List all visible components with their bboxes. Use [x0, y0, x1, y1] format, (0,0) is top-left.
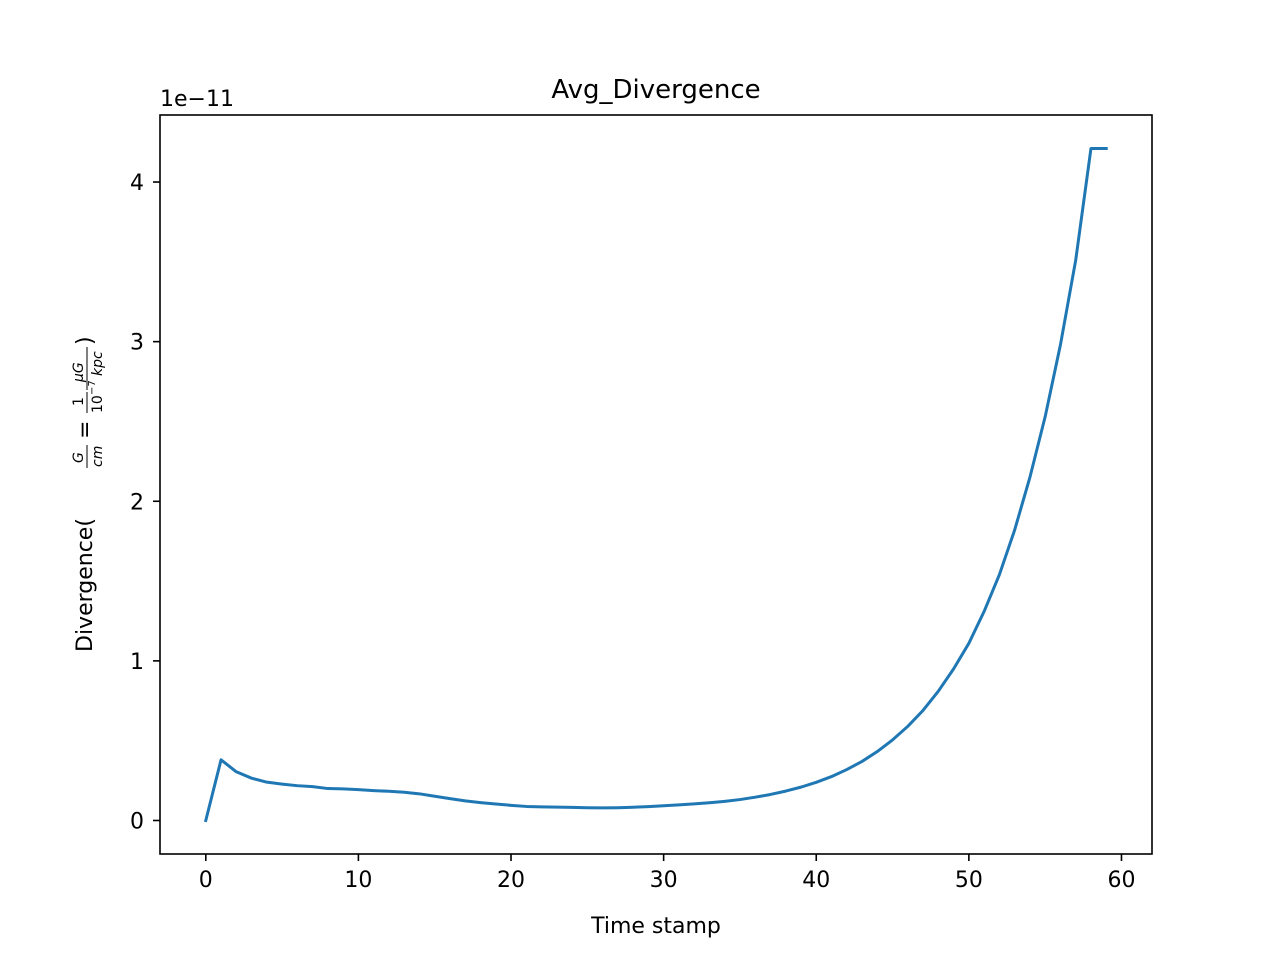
y-label-frac2-exp: −7: [87, 380, 98, 395]
x-tick-label: 0: [199, 868, 213, 893]
y-tick-label: 4: [130, 171, 144, 196]
y-tick-label: 2: [130, 490, 144, 515]
x-axis-label: Time stamp: [590, 914, 721, 939]
y-label-frac3-num: μG: [71, 362, 87, 383]
y-tick-label: 0: [130, 809, 144, 834]
y-tick-label: 1: [130, 650, 144, 675]
axes-frame: [159, 114, 1153, 855]
y-label-equals: =: [73, 421, 98, 439]
x-tick-label: 20: [497, 868, 525, 893]
x-tick-label: 60: [1107, 868, 1135, 893]
x-tick-label: 50: [955, 868, 983, 893]
y-label-frac2-num: 1: [71, 397, 87, 406]
chart-title: Avg_Divergence: [551, 75, 760, 105]
series-line: [203, 147, 1108, 823]
x-tick-label: 10: [344, 868, 372, 893]
y-label-frac1-den: cm: [90, 446, 106, 467]
x-tick-label: 40: [802, 868, 830, 893]
y-tick-label: 3: [130, 331, 144, 356]
y-label-frac2-den: 10: [90, 395, 106, 413]
y-label-prefix: Divergence(: [73, 518, 98, 652]
x-tick-label: 30: [650, 868, 678, 893]
plot-area: 0 10 20 30 40 50 60 0 1 2 3 4: [130, 114, 1153, 893]
y-label-suffix: ): [73, 336, 98, 345]
y-label-frac1-num: G: [71, 452, 87, 463]
y-label-frac2-unit: kpc: [90, 351, 106, 376]
y-axis-label: Divergence( G cm = 1 10 −7 kpc μG ): [71, 336, 106, 652]
y-offset-text: 1e−11: [160, 87, 234, 112]
